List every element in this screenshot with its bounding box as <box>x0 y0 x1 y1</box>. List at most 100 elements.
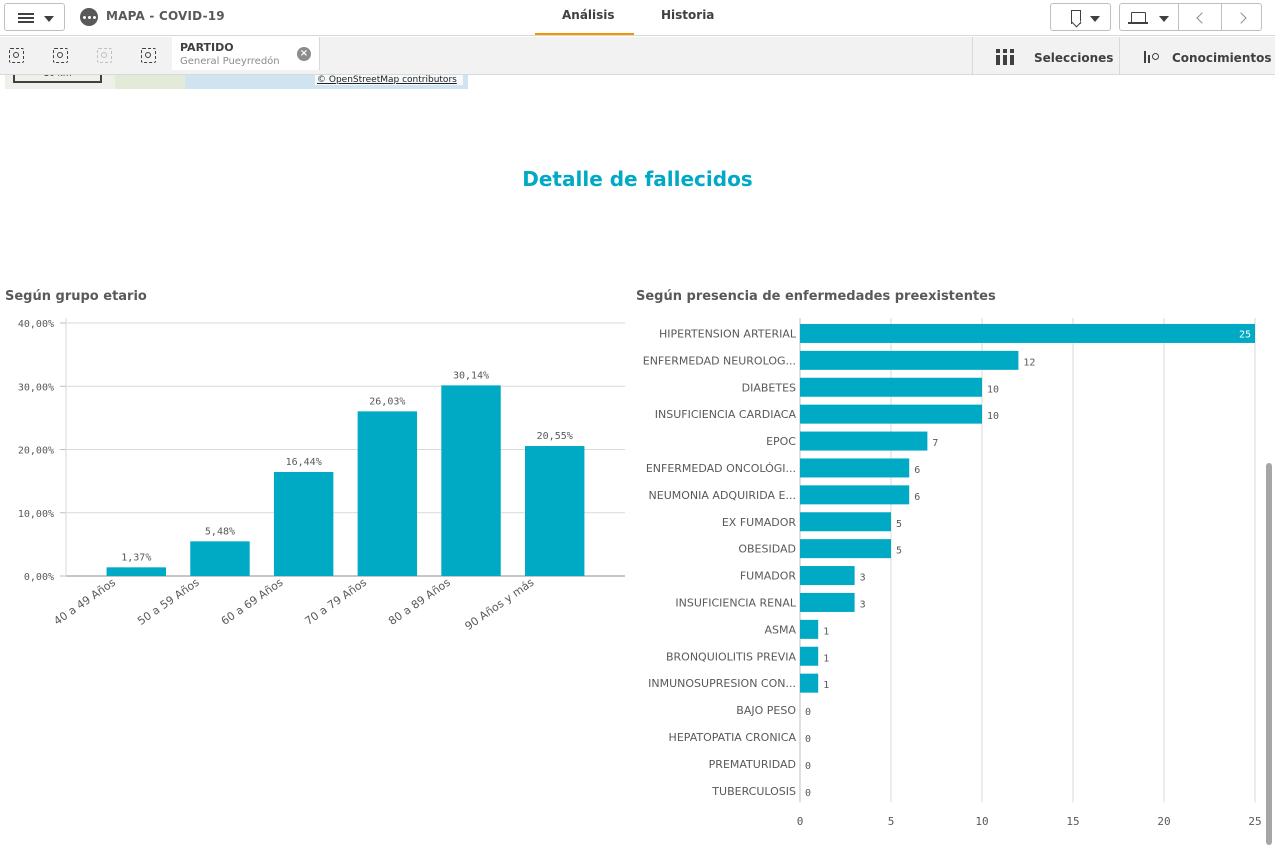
age-group-bar-chart[interactable]: 0,00% 10,00% 20,00% 30,00% 40,00% 1,37% 40 a 4… <box>0 310 630 650</box>
y-tick-label: EX FUMADOR <box>722 516 797 529</box>
x-tick-label: 0 <box>797 815 804 828</box>
data-label: 0 <box>805 761 811 772</box>
chevron-down-icon <box>1090 16 1100 22</box>
vertical-scrollbar[interactable] <box>1266 463 1272 845</box>
conocimientos-button[interactable]: Conocimientos <box>1119 37 1275 75</box>
bar <box>800 431 928 451</box>
x-tick-label: 15 <box>1066 815 1079 828</box>
chevron-down-icon <box>1159 16 1169 22</box>
y-tick-label: INSUFICIENCIA RENAL <box>675 596 796 609</box>
data-label: 10 <box>987 384 999 395</box>
y-tick-label: INSUFICIENCIA CARDIACA <box>655 408 797 421</box>
selection-chip-partido[interactable]: PARTIDO General Pueyrredón × <box>172 37 320 70</box>
map-land <box>115 75 185 89</box>
bar <box>800 619 819 639</box>
bar <box>524 446 585 576</box>
data-label: 0 <box>805 734 811 745</box>
x-tick-label: 90 Años y más <box>462 576 536 633</box>
data-label: 1 <box>823 680 829 691</box>
bar <box>800 404 982 424</box>
bookmark-icon <box>1071 10 1081 24</box>
x-tick-label: 40 a 49 Años <box>51 576 118 628</box>
data-label: 3 <box>860 599 866 610</box>
bar <box>106 567 167 576</box>
y-tick-label: 40,00% <box>18 319 54 330</box>
bar <box>800 673 819 693</box>
y-tick-label: TUBERCULOSIS <box>711 785 796 798</box>
data-label: 10 <box>987 411 999 422</box>
bar <box>273 472 334 576</box>
bar <box>800 458 910 478</box>
y-tick-label: PREMATURIDAD <box>709 758 796 771</box>
chevron-down-icon <box>44 16 54 22</box>
x-tick-label: 50 a 59 Años <box>135 576 202 628</box>
bar <box>800 377 982 397</box>
chevron-right-icon <box>1235 12 1247 24</box>
selection-field-value: General Pueyrredón <box>180 56 280 67</box>
selecciones-button[interactable]: Selecciones <box>972 37 1119 75</box>
data-label: 25 <box>1239 329 1251 340</box>
data-label: 1 <box>823 653 829 664</box>
bookmarks-button[interactable] <box>1050 3 1111 31</box>
x-tick-label: 60 a 69 Años <box>219 576 286 628</box>
x-tick-label: 80 a 89 Años <box>386 576 453 628</box>
app-icon <box>80 8 98 26</box>
x-tick-label: 25 <box>1248 815 1261 828</box>
bar <box>441 385 501 576</box>
y-tick-label: INMUNOSUPRESION CON... <box>648 677 796 690</box>
chevron-left-icon <box>1196 12 1208 24</box>
y-tick-label: 10,00% <box>18 509 54 520</box>
clear-all-selections-icon[interactable] <box>141 48 156 63</box>
y-tick-label: FUMADOR <box>740 570 797 583</box>
y-tick-label: HEPATOPATIA CRONICA <box>669 731 797 744</box>
data-label: 6 <box>914 492 920 503</box>
y-tick-label: OBESIDAD <box>738 543 796 556</box>
navigation-menu-button[interactable] <box>4 3 65 31</box>
sheets-button[interactable] <box>1119 3 1179 31</box>
map-attribution-link[interactable]: © OpenStreetMap contributors <box>315 75 463 85</box>
selections-bar: PARTIDO General Pueyrredón × Selecciones… <box>0 37 1275 75</box>
clear-selection-icon[interactable]: × <box>297 47 311 61</box>
tab-historia[interactable]: Historia <box>661 8 715 22</box>
hamburger-icon <box>18 13 34 23</box>
data-label: 26,03% <box>369 396 405 407</box>
bar <box>800 350 1019 370</box>
bar <box>357 411 418 576</box>
x-tick-label: 5 <box>888 815 895 828</box>
step-back-icon[interactable] <box>53 48 68 63</box>
map-view[interactable]: 10 km © OpenStreetMap contributors <box>5 75 468 89</box>
data-label: 3 <box>860 573 866 584</box>
previous-sheet-button[interactable] <box>1178 3 1222 31</box>
y-tick-label: 20,00% <box>18 446 54 457</box>
top-toolbar: MAPA - COVID-19 Análisis Historia <box>0 0 1275 36</box>
y-tick-label: ENFERMEDAD NEUROLOG... <box>643 354 796 367</box>
x-tick-label: 20 <box>1157 815 1170 828</box>
selections-grid-icon <box>996 49 1014 65</box>
y-tick-label: BRONQUIOLITIS PREVIA <box>666 650 796 663</box>
selecciones-label: Selecciones <box>1034 51 1114 65</box>
step-forward-icon[interactable] <box>97 48 112 63</box>
data-label: 12 <box>1023 357 1035 368</box>
y-tick-label: DIABETES <box>742 381 796 394</box>
section-title: Detalle de fallecidos <box>522 167 753 191</box>
data-label: 5 <box>896 519 902 530</box>
y-tick-label: 30,00% <box>18 382 54 393</box>
bar <box>800 512 891 532</box>
disease-chart-title: Según presencia de enfermedades preexist… <box>636 289 996 304</box>
y-tick-label: ASMA <box>764 623 796 636</box>
data-label: 7 <box>932 438 938 449</box>
bar <box>800 485 910 505</box>
bar <box>800 566 855 586</box>
data-label: 16,44% <box>286 457 322 468</box>
conocimientos-label: Conocimientos <box>1172 51 1272 65</box>
smart-search-icon[interactable] <box>9 48 24 63</box>
bar <box>190 541 250 576</box>
data-label: 0 <box>805 707 811 718</box>
y-tick-label: HIPERTENSION ARTERIAL <box>659 327 797 340</box>
bar <box>800 592 855 612</box>
next-sheet-button[interactable] <box>1221 3 1262 31</box>
y-tick-label: ENFERMEDAD ONCOLÓGI... <box>646 462 796 475</box>
data-label: 0 <box>805 788 811 799</box>
tab-analisis[interactable]: Análisis <box>562 8 615 22</box>
